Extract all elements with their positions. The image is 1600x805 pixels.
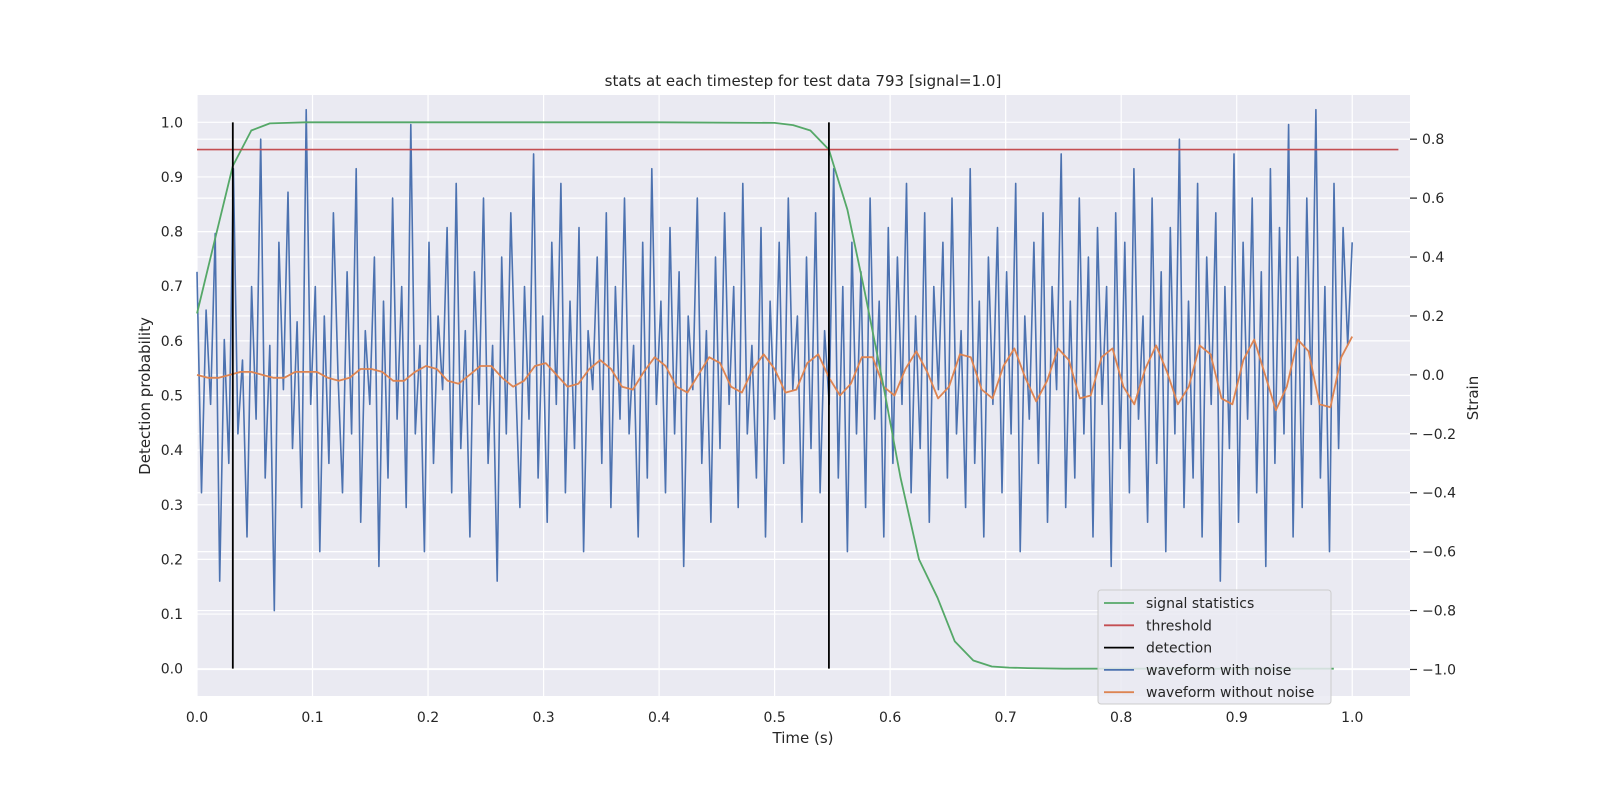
y-right-tick-label: −0.6: [1422, 545, 1456, 561]
y-right-tick-label: 0.2: [1422, 309, 1444, 325]
y-right-tick-label: 0.0: [1422, 368, 1444, 384]
right-y-axis-label: Strain: [1464, 376, 1482, 420]
waveform-with-noise-line: [196, 108, 1353, 612]
x-tick-label: 0.5: [763, 710, 785, 726]
y-right-tick-label: 0.8: [1422, 132, 1444, 148]
series-lines: [196, 108, 1399, 670]
y-right-tick-label: −0.2: [1422, 427, 1456, 443]
y-right-tick-label: −0.4: [1422, 486, 1456, 502]
legend-label: waveform with noise: [1146, 663, 1291, 679]
left-y-axis-label: Detection probability: [136, 317, 154, 475]
x-tick-label: 0.9: [1226, 710, 1248, 726]
y-left-tick-label: 0.9: [161, 170, 183, 186]
x-tick-label: 0.1: [301, 710, 323, 726]
legend-box: [1097, 589, 1332, 705]
legend-label: detection: [1146, 641, 1212, 657]
y-right-tick-label: 0.4: [1422, 250, 1444, 266]
x-tick-label: 0.3: [532, 710, 554, 726]
y-left-tick-label: 0.0: [161, 662, 183, 678]
x-axis-ticks: 0.0 0.1 0.2 0.3 0.4 0.5 0.6 0.7 0.8 0.9 1.0: [186, 710, 1364, 726]
x-tick-label: 0.4: [648, 710, 670, 726]
y-left-tick-label: 0.4: [161, 443, 183, 459]
legend-label: waveform without noise: [1146, 685, 1314, 701]
y-left-tick-label: 0.6: [161, 334, 183, 350]
legend-label: signal statistics: [1146, 596, 1254, 612]
y-left-tick-label: 0.8: [161, 225, 183, 241]
x-tick-label: 0.0: [186, 710, 208, 726]
y-left-tick-label: 0.1: [161, 607, 183, 623]
x-tick-label: 0.2: [417, 710, 439, 726]
y-left-tick-label: 1.0: [161, 115, 183, 131]
chart-title: stats at each timestep for test data 793…: [605, 72, 1002, 90]
y-left-tick-label: 0.2: [161, 552, 183, 568]
y-right-tick-label: 0.6: [1422, 191, 1444, 207]
right-y-axis-ticks: −1.0 −0.8 −0.6 −0.4 −0.2 0.0 0.2 0.4 0.6 0.8: [1410, 132, 1456, 678]
legend: signal statistics threshold detection wavef…: [1097, 589, 1332, 705]
y-left-tick-label: 0.3: [161, 498, 183, 514]
x-tick-label: 0.8: [1110, 710, 1132, 726]
x-tick-label: 0.6: [879, 710, 901, 726]
waveform-without-noise-line: [196, 336, 1353, 412]
y-left-tick-label: 0.5: [161, 389, 183, 405]
x-axis-label: Time (s): [772, 729, 834, 747]
y-left-tick-label: 0.7: [161, 279, 183, 295]
left-y-axis-ticks: 0.0 0.1 0.2 0.3 0.4 0.5 0.6 0.7 0.8 0.9 1.0: [161, 115, 183, 677]
legend-label: threshold: [1146, 618, 1212, 634]
y-right-tick-label: −0.8: [1422, 604, 1456, 620]
x-tick-label: 1.0: [1341, 710, 1363, 726]
x-tick-label: 0.7: [995, 710, 1017, 726]
y-right-tick-label: −1.0: [1422, 662, 1456, 678]
